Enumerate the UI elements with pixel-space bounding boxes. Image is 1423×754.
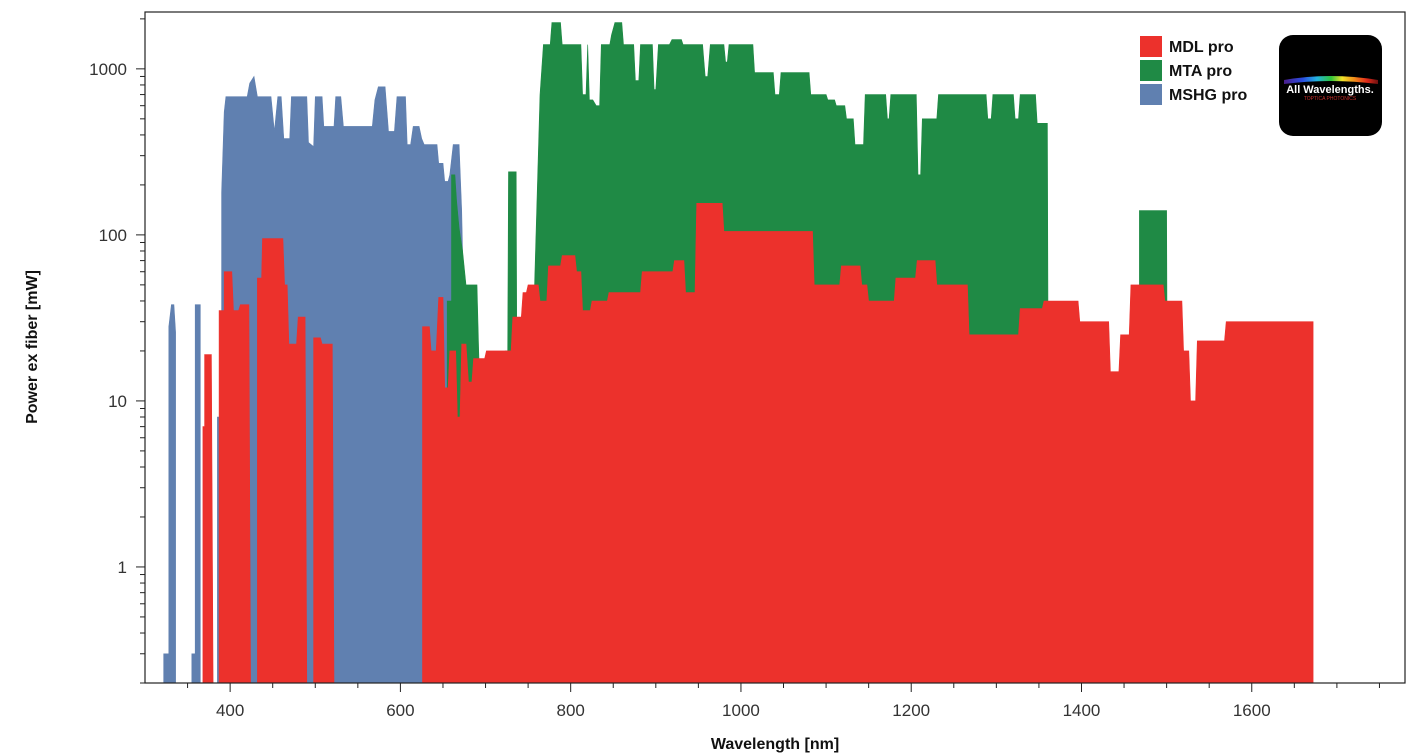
brand-logo: All Wavelengths. TOPTICA PHOTONICS	[1279, 35, 1382, 136]
series-layer	[163, 22, 1314, 684]
logo-spectrum-band	[1284, 76, 1378, 84]
axis-layer: 400 600 800 1000 1200 1400 1600 1 10 100 1000	[89, 18, 1380, 720]
y-axis-title: Power ex fiber [mW]	[24, 270, 41, 424]
legend-label-mta-pro: MTA pro	[1169, 63, 1232, 80]
legend-swatch-mta-pro	[1140, 60, 1162, 81]
x-tick-label: 400	[216, 701, 244, 720]
y-tick-label: 10	[108, 392, 127, 411]
x-axis-title: Wavelength [nm]	[711, 736, 839, 753]
x-tick-label: 600	[386, 701, 414, 720]
legend-swatch-mdl-pro	[1140, 36, 1162, 57]
x-tick-label: 1600	[1233, 701, 1271, 720]
logo-subtext: TOPTICA PHOTONICS	[1304, 96, 1357, 102]
series-area-mdl-pro	[202, 203, 1314, 684]
legend-label-mshg-pro: MSHG pro	[1169, 87, 1247, 104]
legend-label-mdl-pro: MDL pro	[1169, 39, 1234, 56]
x-tick-label: 1400	[1063, 701, 1101, 720]
legend-swatch-mshg-pro	[1140, 84, 1162, 105]
x-tick-label: 1200	[892, 701, 930, 720]
legend: MDL pro MTA pro MSHG pro	[1140, 36, 1247, 105]
y-tick-label: 1	[118, 558, 127, 577]
x-tick-label: 1000	[722, 701, 760, 720]
logo-text: All Wavelengths.	[1286, 84, 1374, 96]
plot-frame	[144, 11, 1406, 684]
logo-background	[1279, 35, 1382, 136]
y-tick-label: 1000	[89, 60, 127, 79]
y-tick-label: 100	[99, 226, 127, 245]
x-tick-label: 800	[556, 701, 584, 720]
